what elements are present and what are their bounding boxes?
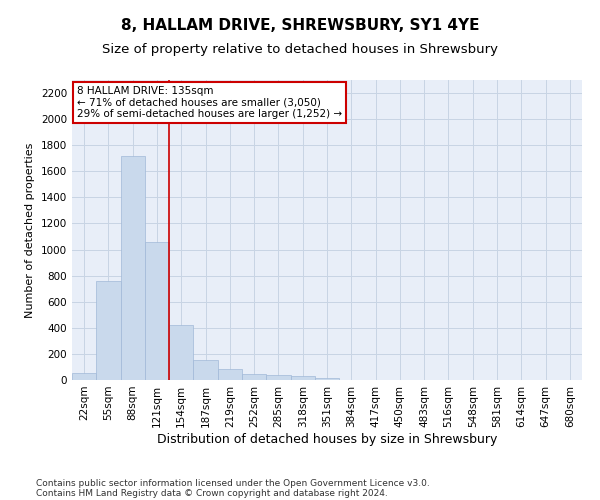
Text: Contains HM Land Registry data © Crown copyright and database right 2024.: Contains HM Land Registry data © Crown c…: [36, 488, 388, 498]
Bar: [169, 325, 193, 380]
Bar: [315, 378, 339, 380]
Bar: [218, 369, 242, 380]
Text: 8 HALLAM DRIVE: 135sqm
← 71% of detached houses are smaller (3,050)
29% of semi-: 8 HALLAM DRIVE: 135sqm ← 71% of detached…: [77, 86, 342, 119]
Bar: [72, 373, 96, 380]
Text: 8, HALLAM DRIVE, SHREWSBURY, SY1 4YE: 8, HALLAM DRIVE, SHREWSBURY, SY1 4YE: [121, 18, 479, 32]
Bar: [145, 242, 169, 380]
Bar: [290, 376, 315, 380]
X-axis label: Distribution of detached houses by size in Shrewsbury: Distribution of detached houses by size …: [157, 432, 497, 446]
Text: Contains public sector information licensed under the Open Government Licence v3: Contains public sector information licen…: [36, 478, 430, 488]
Text: Size of property relative to detached houses in Shrewsbury: Size of property relative to detached ho…: [102, 42, 498, 56]
Bar: [193, 360, 218, 380]
Y-axis label: Number of detached properties: Number of detached properties: [25, 142, 35, 318]
Bar: [96, 281, 121, 380]
Bar: [242, 374, 266, 380]
Bar: [121, 156, 145, 380]
Bar: [266, 375, 290, 380]
